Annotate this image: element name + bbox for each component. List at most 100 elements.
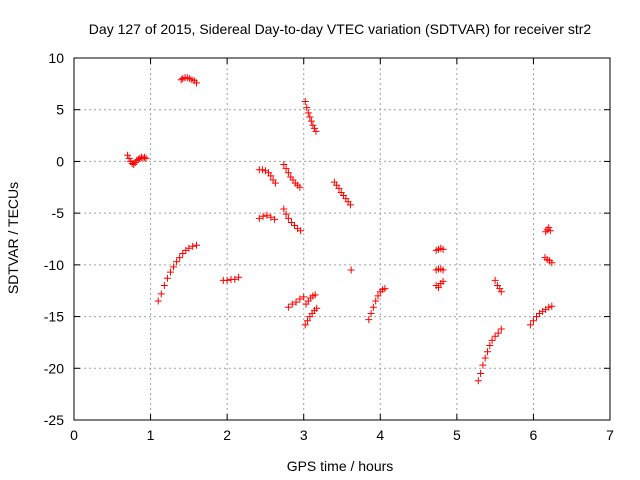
data-point: [271, 179, 279, 187]
data-point: [177, 76, 185, 84]
data-point: [297, 227, 305, 235]
data-point: [154, 297, 162, 305]
data-point: [310, 124, 318, 132]
data-point: [284, 303, 292, 311]
data-point: [140, 153, 148, 161]
axis-ticks: 0 1 2 3 4 5 6 7 -25 -20 -15 -10 -5 0 5 10: [44, 50, 614, 443]
data-point: [439, 245, 447, 253]
data-point: [166, 268, 174, 276]
data-point: [491, 276, 499, 284]
x-tick-label: 5: [453, 427, 461, 443]
data-point: [185, 244, 193, 252]
y-tick-label: 5: [56, 102, 64, 118]
data-point: [296, 183, 304, 191]
data-point: [235, 273, 243, 281]
data-point: [223, 276, 231, 284]
chart-title: Day 127 of 2015, Sidereal Day-to-day VTE…: [89, 21, 592, 37]
data-point: [548, 259, 556, 267]
data-point: [163, 274, 171, 282]
data-point: [267, 172, 275, 180]
data-point: [346, 201, 354, 209]
data-point: [483, 348, 491, 356]
data-point: [284, 214, 292, 222]
data-point: [160, 282, 168, 290]
x-tick-label: 7: [606, 427, 614, 443]
data-point: [300, 293, 308, 301]
data-point: [372, 297, 380, 305]
data-point: [280, 161, 288, 169]
data-point: [271, 215, 279, 223]
data-point: [365, 316, 373, 324]
x-tick-label: 4: [376, 427, 384, 443]
data-point: [258, 166, 266, 174]
data-point: [479, 361, 487, 369]
data-point: [125, 154, 133, 162]
data-point: [532, 313, 540, 321]
data-points: [124, 74, 556, 385]
data-point: [545, 224, 553, 232]
data-point: [292, 298, 300, 306]
data-point: [189, 242, 197, 250]
data-point: [263, 211, 271, 219]
data-point: [280, 205, 288, 213]
data-point: [546, 227, 554, 235]
data-point: [304, 109, 312, 117]
data-point: [477, 369, 485, 377]
data-point: [142, 154, 150, 162]
data-point: [282, 210, 290, 218]
data-point: [306, 113, 314, 121]
data-point: [548, 302, 556, 310]
data-point: [301, 321, 309, 329]
x-axis-label: GPS time / hours: [287, 458, 394, 474]
data-point: [369, 303, 377, 311]
data-point: [347, 266, 355, 274]
data-point: [497, 325, 505, 333]
data-point: [179, 249, 187, 257]
data-point: [282, 165, 290, 173]
data-point: [231, 275, 239, 283]
data-point: [304, 317, 312, 325]
y-tick-label: 10: [48, 50, 64, 66]
y-tick-label: 0: [56, 153, 64, 169]
data-point: [434, 284, 442, 292]
grid-lines: [74, 58, 610, 420]
y-tick-label: -5: [52, 205, 65, 221]
data-point: [267, 213, 275, 221]
data-point: [491, 332, 499, 340]
y-tick-label: -20: [44, 360, 64, 376]
data-point: [255, 214, 263, 222]
y-tick-label: -15: [44, 309, 64, 325]
data-point: [307, 117, 315, 125]
data-point: [193, 241, 201, 249]
data-point: [170, 263, 178, 271]
data-point: [529, 317, 537, 325]
data-point: [296, 295, 304, 303]
data-point: [312, 127, 320, 135]
data-point: [291, 222, 299, 230]
data-point: [486, 342, 494, 350]
x-tick-label: 6: [530, 427, 538, 443]
data-point: [193, 79, 201, 87]
y-axis-label: SDTVAR / TECUs: [5, 182, 21, 294]
plot-frame: [73, 57, 611, 421]
data-point: [439, 277, 447, 285]
data-point: [157, 290, 165, 298]
data-point: [284, 169, 292, 177]
data-point: [497, 288, 505, 296]
data-point: [474, 377, 482, 385]
data-point: [374, 292, 382, 300]
data-point: [303, 104, 311, 112]
data-point: [124, 151, 132, 159]
data-point: [313, 304, 321, 312]
data-point: [259, 212, 267, 220]
data-point: [494, 329, 502, 337]
x-tick-label: 3: [300, 427, 308, 443]
data-point: [301, 97, 309, 105]
data-point: [367, 309, 375, 317]
data-point: [287, 218, 295, 226]
x-tick-label: 2: [223, 427, 231, 443]
data-point: [496, 285, 504, 293]
data-point: [128, 159, 136, 167]
data-point: [311, 291, 319, 299]
